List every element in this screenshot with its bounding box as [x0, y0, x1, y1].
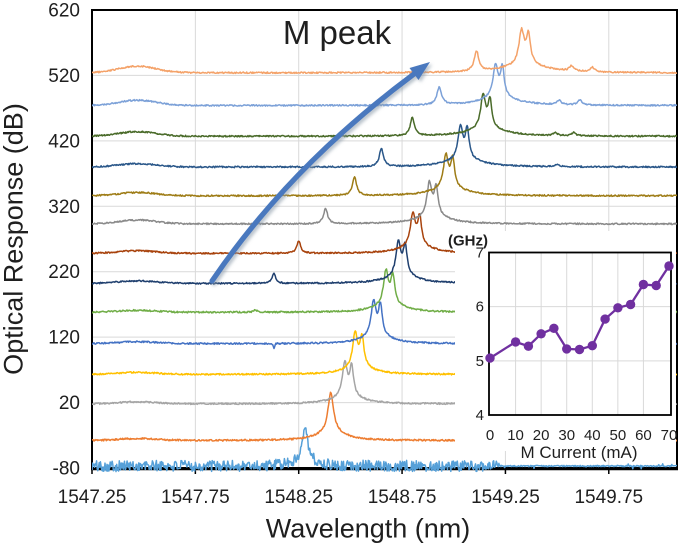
y-tick-label: 20	[59, 393, 80, 414]
spectrum-trace	[92, 62, 677, 107]
inset-marker	[638, 279, 649, 290]
y-tick-label: 520	[48, 66, 80, 87]
inset-marker	[613, 303, 623, 313]
y-axis-title: Optical Response (dB)	[0, 103, 29, 375]
x-tick-label: 1549.75	[574, 487, 643, 508]
y-tick-label: 420	[48, 131, 80, 152]
y-tick-label: 120	[48, 328, 80, 349]
inset-marker	[625, 299, 636, 310]
x-tick-label: 1547.75	[161, 487, 230, 508]
inset-y-tick-label: 6	[476, 299, 484, 316]
spectrum-trace	[92, 152, 677, 198]
m-peak-arrow	[209, 62, 430, 284]
inset-marker	[651, 280, 661, 291]
x-tick-label: 1548.25	[264, 487, 333, 508]
inset-marker	[600, 314, 610, 324]
inset-x-tick-label: 0	[486, 427, 494, 444]
spectrum-trace	[92, 92, 677, 138]
inset-marker	[549, 323, 559, 333]
x-tick-label: 1547.25	[58, 487, 127, 508]
y-tick-label: -80	[53, 459, 80, 480]
spectrum-trace	[92, 26, 677, 75]
y-tick-label: 620	[48, 1, 80, 22]
spectrum-trace	[92, 123, 677, 169]
x-axis-title: Wavelength (nm)	[265, 513, 471, 544]
inset-marker	[574, 344, 585, 355]
inset-x-axis-title: M Current (mA)	[520, 443, 638, 462]
inset-marker	[562, 344, 572, 354]
inset-y-tick-label: 4	[476, 407, 484, 424]
inset-y-axis-title: (GHz)	[448, 232, 488, 250]
inset-x-tick-label: 10	[507, 427, 524, 444]
spectrum-trace	[92, 427, 677, 473]
inset-marker	[523, 341, 534, 351]
inset-y-tick-label: 5	[476, 353, 484, 370]
y-tick-label: 320	[48, 197, 80, 218]
inset-x-tick-label: 70	[661, 427, 678, 444]
inset-x-tick-label: 20	[533, 427, 550, 444]
x-tick-label: 1549.25	[471, 487, 540, 508]
m-peak-annotation: M peak	[282, 14, 392, 51]
spectrum-trace	[92, 179, 677, 226]
inset-marker	[664, 261, 674, 271]
inset-y-tick-label: 7	[476, 245, 484, 262]
inset-x-tick-label: 40	[584, 427, 601, 444]
x-tick-label: 1548.75	[368, 487, 437, 508]
inset-x-tick-label: 30	[558, 427, 575, 444]
y-tick-label: 220	[48, 262, 80, 283]
inset-marker	[510, 337, 521, 347]
inset-x-tick-label: 60	[635, 427, 652, 444]
inset-marker	[587, 341, 597, 351]
inset-x-tick-label: 50	[610, 427, 627, 444]
inset-marker	[485, 353, 495, 363]
inset-chart	[485, 251, 674, 416]
inset-marker	[536, 329, 546, 339]
